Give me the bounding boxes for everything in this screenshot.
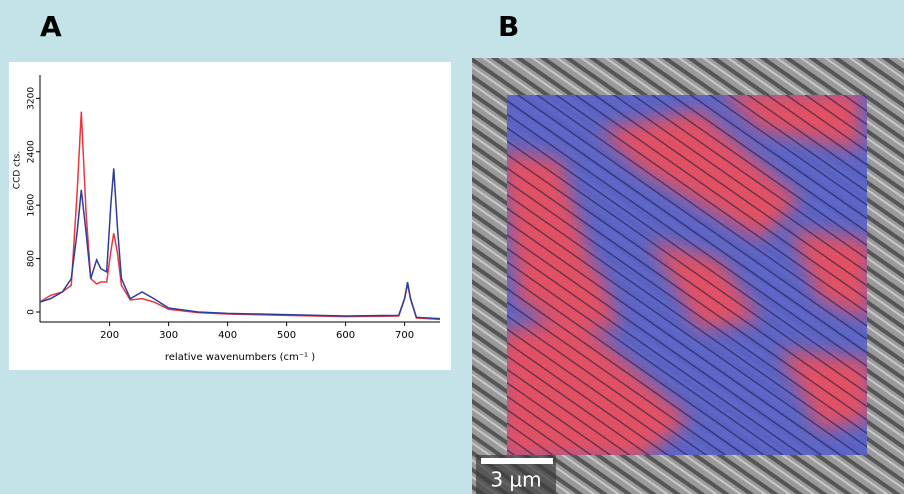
x-tick-label: 700 (395, 330, 414, 341)
y-tick-label: 0 (27, 309, 37, 315)
y-tick-label: 1600 (27, 193, 37, 216)
chart-panel (9, 62, 451, 370)
x-axis-label: relative wavenumbers (cm⁻¹ ) (165, 352, 315, 363)
plot: 0 800 1600 2400 3200 200 300 400 500 600 700 relati… (13, 75, 441, 363)
micrograph: 3 µm (472, 58, 904, 494)
y-tick-label: 3200 (27, 87, 37, 110)
x-tick-label: 300 (159, 330, 178, 341)
x-tick-label: 400 (218, 330, 237, 341)
panel-label: A (40, 10, 62, 43)
x-tick-label: 500 (277, 330, 296, 341)
series-line (39, 168, 441, 320)
y-tick-label: 800 (27, 250, 37, 267)
panel-label: B (498, 10, 519, 43)
scale-bar-label: 3 µm (490, 468, 541, 492)
x-tick-label: 600 (336, 330, 355, 341)
x-tick-label: 200 (100, 330, 119, 341)
y-axis-label: CCD cts. (13, 151, 23, 189)
y-tick-label: 2400 (27, 140, 37, 163)
